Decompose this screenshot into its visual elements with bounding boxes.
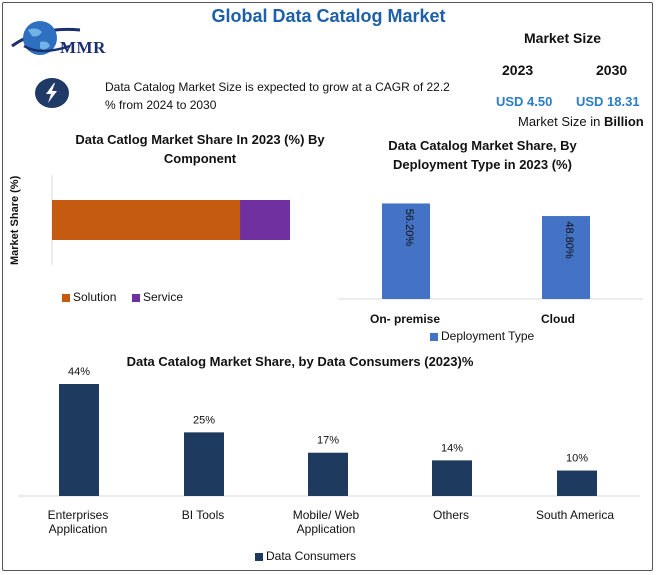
bar-enterprises-application [59, 384, 99, 496]
globe-icon [11, 21, 81, 55]
category-enterprises-application: Enterprises Application [47, 508, 109, 536]
category-cloud: Cloud [541, 312, 575, 326]
category-mobile-web-application: Mobile/ Web Application [292, 508, 360, 536]
data-label-others: 14% [441, 442, 463, 454]
year-2023: 2023 [502, 62, 534, 78]
bar-bi-tools [184, 432, 224, 496]
cagr-text: Data Catalog Market Size is expected to … [105, 80, 450, 112]
data-label-mobile-web-application: 17% [317, 435, 339, 447]
data-label-enterprises-application: 44% [68, 366, 90, 378]
data-label-on-premise: 56.20% [403, 209, 415, 247]
bar-cloud [542, 216, 590, 299]
data-label-cloud: 48.80% [563, 221, 575, 259]
component-chart [51, 175, 290, 265]
legend-data-consumers: Data Consumers [255, 549, 356, 563]
consumers-chart-title: Data Catalog Market Share, by Data Consu… [126, 354, 474, 369]
year-2030: 2030 [596, 62, 628, 78]
component-ylabel: Market Share (%) [9, 175, 21, 265]
bar-south-america [557, 470, 597, 496]
market-size-unit: Market Size in Billion [518, 114, 644, 129]
data-label-bi-tools: 25% [193, 414, 215, 426]
category-others: Others [432, 508, 469, 522]
value-2023: USD 4.50 [496, 94, 553, 109]
component-chart-title: Data Catlog Market Share In 2023 (%) By … [75, 132, 325, 166]
data-label-south-america: 10% [566, 453, 588, 465]
deployment-chart-title: Data Catalog Market Share, By Deployment… [388, 138, 577, 172]
legend-solution: Solution [62, 290, 116, 304]
market-size-title: Market Size [524, 30, 602, 46]
bar-on-premise [382, 203, 430, 299]
bar-others [432, 460, 472, 496]
bar-service [240, 200, 290, 240]
bar-solution [52, 200, 241, 240]
value-2030: USD 18.31 [576, 94, 640, 109]
category-bi-tools: BI Tools [181, 508, 225, 522]
legend-service: Service [132, 290, 183, 304]
category-south-america: South America [535, 508, 615, 522]
page-title: Global Data Catalog Market [211, 6, 446, 26]
category-on-premise: On- premise [369, 312, 441, 326]
deployment-chart: 56.20% 48.80% [338, 203, 643, 300]
logo-text: MMR [60, 38, 106, 57]
legend-deployment-type: Deployment Type [430, 329, 534, 343]
bar-mobile-web-application [308, 452, 348, 496]
lightning-bolt-icon [35, 78, 69, 108]
consumers-chart: 44% 25% 17% 14% 10% [18, 366, 640, 497]
